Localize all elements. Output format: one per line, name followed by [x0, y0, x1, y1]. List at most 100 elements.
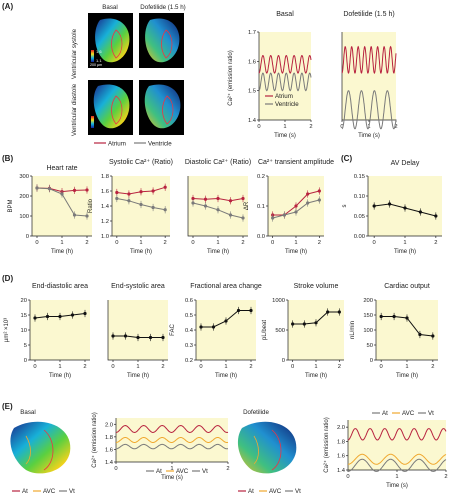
panel-e-chart-1: 1.4 1.6 1.8 2.0 0 1 2 Time (s) Ca²⁺ (emission ra… [91, 412, 230, 481]
panel-b-chart-1: 0 100 200 300 0 1 2 Heart rate Time (h) BPM [8, 165, 92, 255]
legend-e-plot2-at: At [382, 410, 388, 417]
panel-d-chart-4-xtick-label: 2 [338, 364, 341, 370]
panel-c-chart-ytick-label: 0.00 [354, 234, 365, 240]
panel-b-chart-4-point [271, 216, 275, 220]
panel-a-xlabel-2: Time (s) [358, 133, 380, 139]
panel-b-chart-2-xtick-label: 2 [164, 240, 167, 246]
panel-b-chart-3-point [203, 204, 208, 208]
panel-b-chart-2-ytick-label: 1.8 [101, 174, 109, 180]
panel-d-chart-5-ylabel: nL/min [350, 321, 356, 339]
panel-b-chart-4-title: Ca²⁺ transient amplitude [258, 159, 334, 166]
panel-a-label: (A) [2, 2, 13, 11]
panel-b-chart-4-point [282, 213, 286, 217]
e-trace-vt-1 [116, 443, 229, 450]
panel-b-chart-3-xlabel: Time (h) [207, 249, 229, 255]
trace-ventricle-2 [341, 90, 397, 130]
panel-d-chart-3-bg [196, 300, 256, 360]
panel-d-chart-1-ytick-label: 20 [21, 298, 27, 304]
panel-b-chart-4-xlabel: Time (h) [285, 249, 307, 255]
panel-d-chart-1-title: End-diastolic area [32, 283, 88, 290]
panel-b-chart-4-point [306, 201, 310, 205]
panel-e-chart-2-xtick-label: 1 [395, 474, 398, 480]
panel-b-chart-2: 1.0 1.2 1.4 1.6 1.8 0 1 2 Systolic Ca²⁺ (Ratio) T… [88, 159, 173, 255]
panel-d-chart-5-point [405, 316, 409, 320]
legend-atrium-label: Atrium [108, 141, 126, 148]
panel-b-chart-4-ytick-label: 0.0 [257, 234, 265, 240]
panel-d-chart-1-point [70, 313, 75, 317]
panel-b-chart-3-point [191, 201, 195, 205]
panel-d-chart-5-title: Cardiac output [384, 283, 430, 290]
panel-b-chart-1-ytick-label: 200 [19, 194, 29, 200]
panel-a-chart-1-ytick-label: 1.7 [248, 30, 256, 36]
panel-d-chart-2-xlabel: Time (h) [127, 373, 149, 379]
panel-d-chart-4-ytick-label: 0 [282, 358, 285, 364]
panel-e-chart-1-ytick-label: 1.6 [105, 447, 113, 453]
panel-d-chart-4-title: Stroke volume [294, 283, 339, 290]
panel-d-chart-5-point [431, 334, 435, 338]
panel-b-chart-2-point [139, 190, 143, 194]
panel-b-chart-2-title: Systolic Ca²⁺ (Ratio) [109, 159, 173, 166]
panel-a-chart-1-ytick-label: 1.5 [248, 89, 256, 95]
panel-d-chart-2: 0 1 2 End-systolic area Time (h) [107, 283, 168, 379]
panel-c-chart: 0.00 0.05 0.10 0.15 0 1 2 AV Delay Time (h) s [342, 160, 442, 255]
panel-a-chart-2-xtick-label: 2 [394, 124, 397, 130]
panel-c-label: (C) [341, 154, 352, 163]
legend-e-plot1-at: At [156, 468, 162, 475]
legend-e-right-at-label: At [248, 488, 254, 495]
panel-d-chart-5-xtick-label: 2 [431, 364, 434, 370]
panel-d-chart-3-point [249, 308, 253, 313]
panel-d-chart-3-point [199, 325, 203, 329]
panel-b-chart-3-bg [188, 176, 248, 236]
panel-b-chart-4-point [317, 198, 321, 202]
panel-b-chart-2-ytick-label: 1.2 [101, 219, 109, 225]
panel-e-xlabel-1: Time (s) [161, 475, 183, 481]
panel-d-chart-5-ytick-label: 100 [363, 328, 373, 334]
panel-c-chart-ytick-label: 0.10 [354, 194, 365, 200]
legend-e-left-vt-label: Vt [69, 488, 75, 495]
panel-d-chart-1-xlabel: Time (h) [49, 373, 71, 379]
panel-e-chart-2-xtick-label: 0 [346, 474, 349, 480]
scale-min-label: 1.1 [96, 58, 102, 63]
panel-d-chart-3-xlabel: Time (h) [215, 373, 237, 379]
panel-d-chart-1-ytick-label: 10 [21, 328, 27, 334]
heart-image-basal-diastole [88, 80, 133, 135]
panel-c-chart-xtick-label: 2 [434, 240, 437, 246]
panel-a-ylabel: Ca²⁺ (emission ratio) [227, 50, 234, 106]
panel-b-chart-1-point [60, 192, 64, 196]
panel-d-chart-3-point [236, 308, 241, 313]
panel-d-chart-3-ylabel: FAC [170, 324, 176, 336]
panel-e-chart-2-ytick-label: 2.0 [337, 425, 345, 431]
panel-b-chart-1-point [72, 188, 77, 192]
panel-d-chart-5-point [418, 332, 422, 337]
panel-b-chart-1-point [35, 186, 39, 190]
legend-e-right-avc-label: AVC [269, 488, 282, 495]
panel-d-chart-5-ytick-label: 0 [370, 358, 373, 364]
panel-e-chart-1-ytick-label: 2.0 [105, 422, 113, 428]
legend-e-plot2-vt: Vt [428, 410, 434, 417]
panel-d-chart-1-point [83, 311, 87, 316]
panel-d-chart-4-xlabel: Time (h) [305, 373, 327, 379]
panel-e-chart-2-ytick-label: 1.4 [337, 468, 346, 474]
panel-d-chart-3-point [211, 325, 216, 329]
panel-d-chart-1-ytick-label: 15 [21, 313, 27, 319]
panel-d-chart-1: 0 5 10 15 20 0 1 2 End-diastolic area Time (h) µm²… [4, 283, 90, 379]
panel-a-basal-title: Basal [102, 4, 117, 11]
panel-b-chart-2-xtick-label: 1 [139, 240, 142, 246]
panel-d-chart-2-bg [108, 300, 168, 360]
panel-d-chart-5-xtick-label: 0 [380, 364, 383, 370]
panel-b-chart-4-ytick-label: 0.1 [257, 204, 265, 210]
panel-b-chart-4-xtick-label: 1 [294, 240, 297, 246]
panel-e-chart-2: 1.4 1.6 1.8 2.0 0 1 2 Time (s) Ca²⁺ (emission ra… [323, 417, 448, 489]
panel-e-chart-2-ytick-label: 1.6 [337, 454, 345, 460]
panel-e-ylabel-2: Ca²⁺ (emission ratio) [323, 417, 330, 473]
panel-c-xlabel: Time (h) [394, 249, 416, 255]
panel-d-chart-5: 0 50 100 150 200 0 1 2 Cardiac output Time (h) nL/… [350, 283, 438, 379]
panel-b-chart-2-point [127, 199, 131, 203]
panel-d-chart-4-bg [288, 300, 344, 360]
panel-b-chart-4: 0.0 0.1 0.2 0 1 2 Ca²⁺ transient amplitude Time… [244, 159, 334, 255]
panel-c-chart-xtick-label: 1 [403, 240, 406, 246]
e-trace-at-1 [115, 424, 229, 434]
panel-b-chart-1-point [72, 213, 77, 217]
panel-b-chart-1-point [85, 188, 89, 192]
panel-d-chart-3-ytick-label: 0.5 [185, 313, 193, 319]
